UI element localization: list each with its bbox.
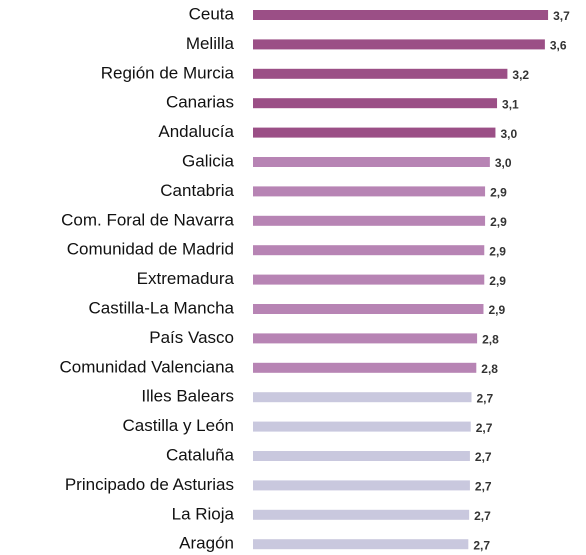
value-label: 2,9 (490, 186, 507, 200)
value-label: 2,8 (482, 333, 499, 347)
value-label: 2,9 (488, 303, 505, 317)
bar (253, 186, 486, 197)
value-label: 2,8 (481, 362, 498, 376)
bar (253, 274, 485, 285)
value-label: 3,6 (550, 39, 567, 53)
category-label: Región de Murcia (101, 63, 235, 82)
category-label: Principado de Asturias (65, 475, 234, 494)
value-label: 2,7 (476, 421, 493, 435)
category-label: Aragón (179, 534, 234, 553)
value-label: 3,7 (553, 9, 570, 23)
category-label: Ceuta (189, 4, 235, 23)
category-label: Canarias (166, 93, 234, 112)
category-label: Com. Foral de Navarra (61, 210, 234, 229)
bar (253, 362, 477, 373)
bar (253, 509, 470, 520)
category-label: Andalucía (158, 122, 234, 141)
bar (253, 39, 545, 50)
category-label: Extremadura (137, 269, 235, 288)
category-label: Cantabria (160, 181, 234, 200)
value-label: 2,7 (475, 480, 492, 494)
category-label: Comunidad de Madrid (67, 240, 234, 259)
bar (253, 127, 496, 138)
bar (253, 157, 490, 167)
category-label: Comunidad Valenciana (59, 357, 234, 376)
category-label: Illes Balears (141, 387, 234, 406)
value-label: 3,1 (502, 97, 519, 111)
category-label: Melilla (186, 34, 235, 53)
bar (253, 98, 498, 109)
value-label: 2,7 (475, 450, 492, 464)
value-label: 2,9 (489, 244, 506, 258)
bar (253, 245, 485, 256)
category-label: Cataluña (166, 445, 235, 464)
category-label: La Rioja (172, 504, 235, 523)
value-label: 3,0 (500, 127, 517, 141)
value-label: 2,7 (477, 391, 494, 405)
bar (253, 480, 470, 491)
value-label: 2,9 (489, 274, 506, 288)
bar (253, 304, 484, 314)
bar (253, 539, 469, 550)
category-label: Castilla-La Mancha (88, 298, 234, 317)
bar (253, 215, 486, 226)
value-label: 2,7 (473, 538, 490, 552)
value-label: 3,0 (495, 156, 512, 170)
category-label: País Vasco (149, 328, 234, 347)
bar (253, 333, 478, 344)
category-label: Castilla y León (122, 416, 234, 435)
bar (253, 392, 472, 403)
value-label: 2,7 (474, 509, 491, 523)
bar (253, 451, 470, 461)
bar (253, 68, 508, 79)
value-label: 2,9 (490, 215, 507, 229)
value-label: 3,2 (512, 68, 529, 82)
bar (253, 421, 471, 432)
bar (253, 10, 549, 20)
category-label: Galicia (182, 151, 235, 170)
